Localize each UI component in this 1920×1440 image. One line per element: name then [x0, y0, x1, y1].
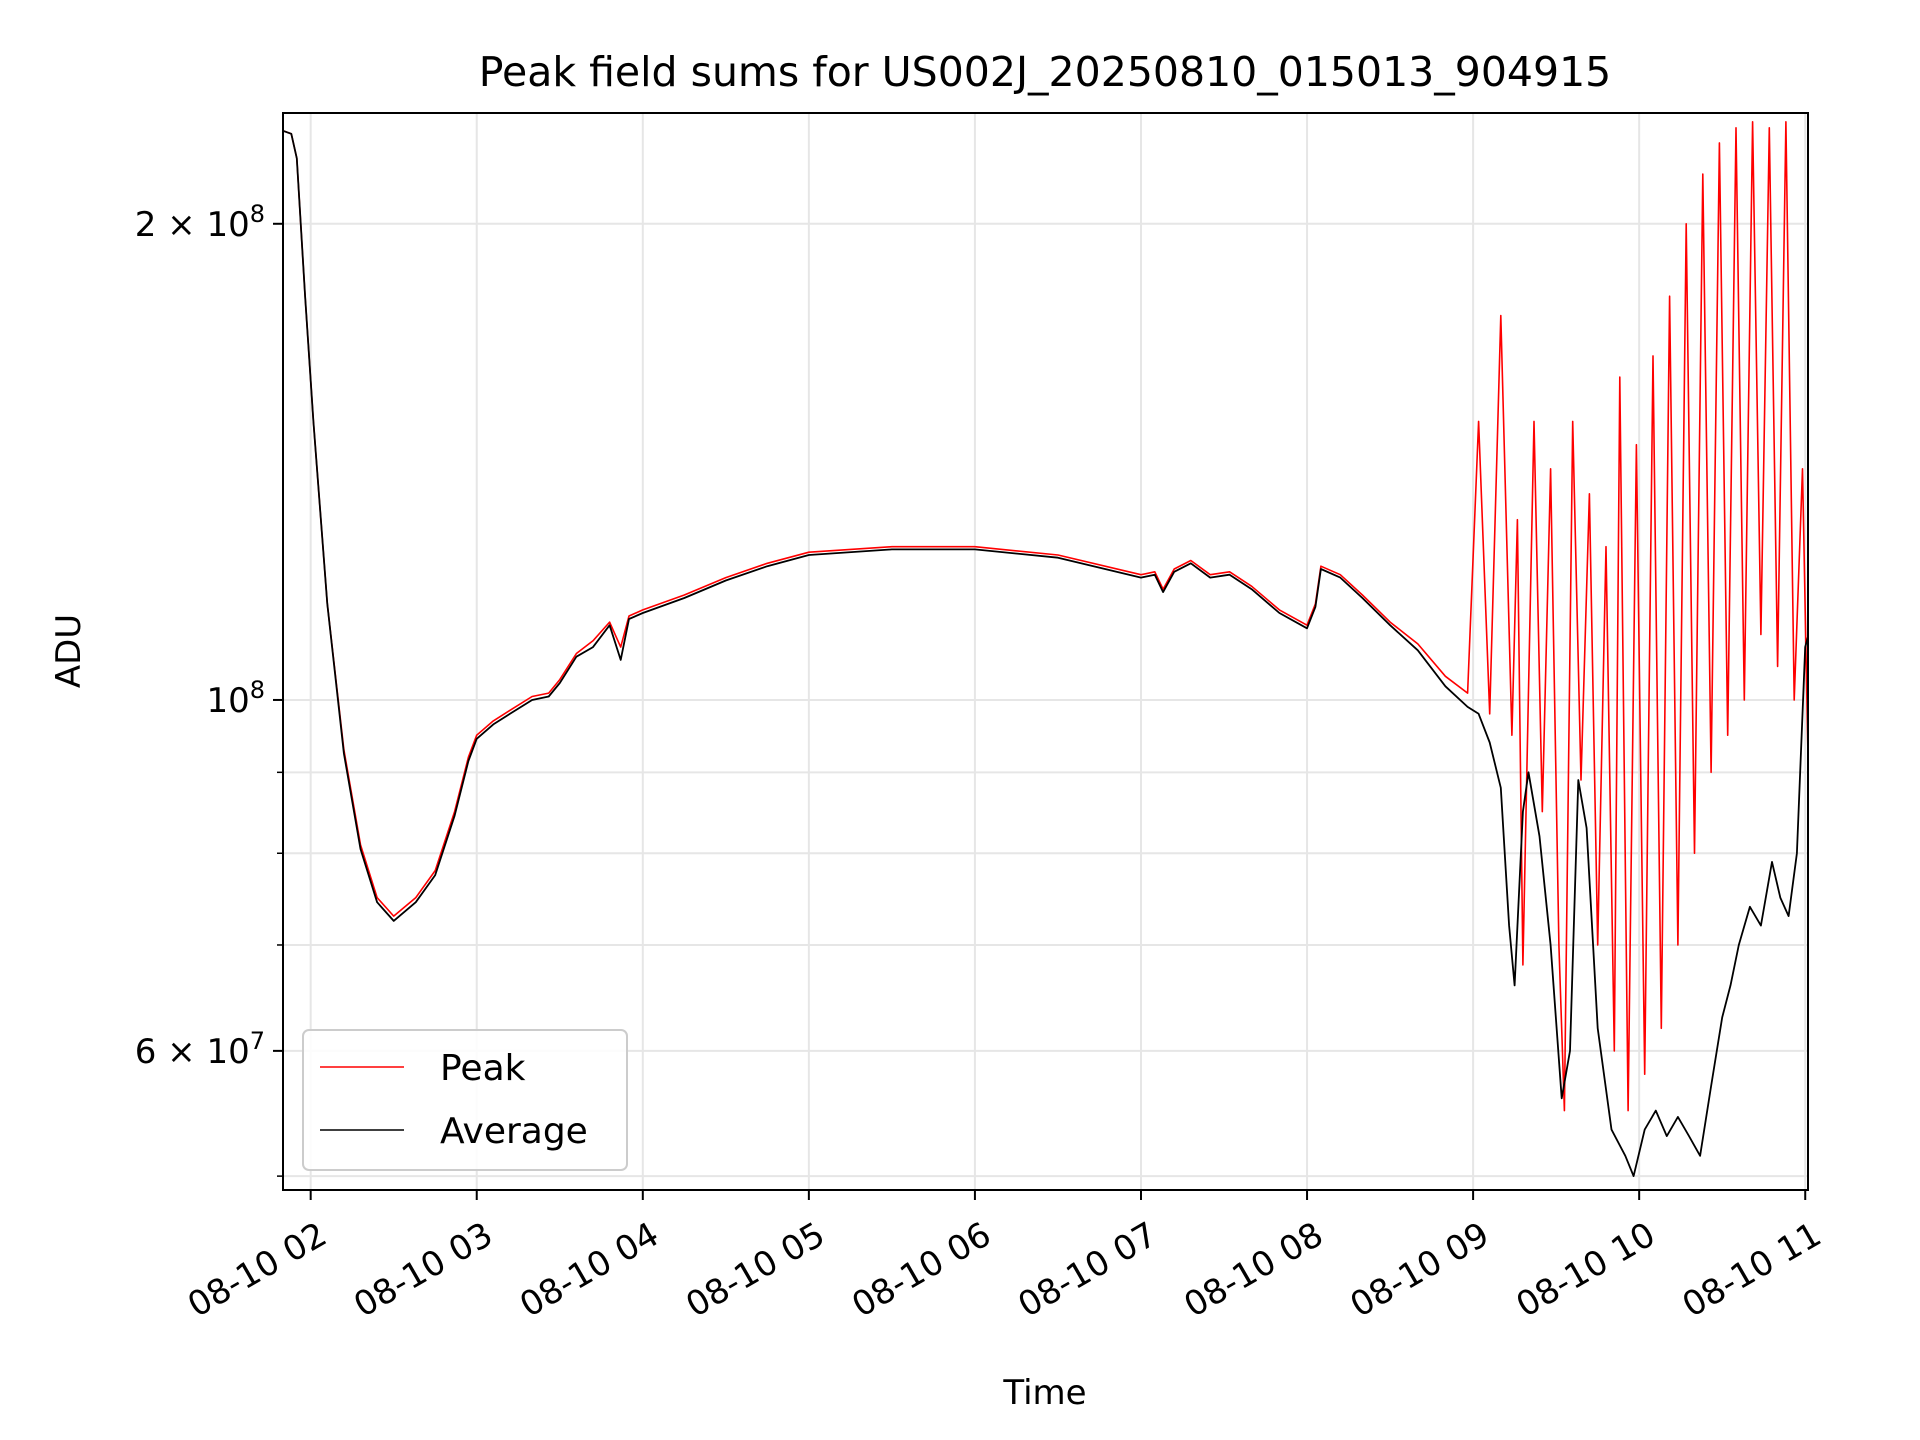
- chart-title: Peak field sums for US002J_20250810_0150…: [479, 48, 1612, 96]
- series-peak-line: [283, 121, 1808, 1112]
- y-tick-label: 108: [206, 676, 265, 721]
- x-axis-label: Time: [1002, 1373, 1086, 1413]
- legend-peak-label: Peak: [440, 1048, 526, 1089]
- series-average-line: [283, 129, 1808, 1177]
- legend: Peak Average: [302, 1029, 628, 1171]
- series-layer: [283, 121, 1808, 1177]
- plot-frame: [282, 112, 1809, 1191]
- y-axis-label: ADU: [49, 614, 89, 688]
- legend-box: [302, 1029, 628, 1171]
- y-tick-label: 2 × 108: [135, 200, 265, 245]
- plot-area: [283, 113, 1808, 1190]
- y-tick-label: 6 × 107: [135, 1027, 265, 1072]
- legend-average-label: Average: [440, 1111, 588, 1152]
